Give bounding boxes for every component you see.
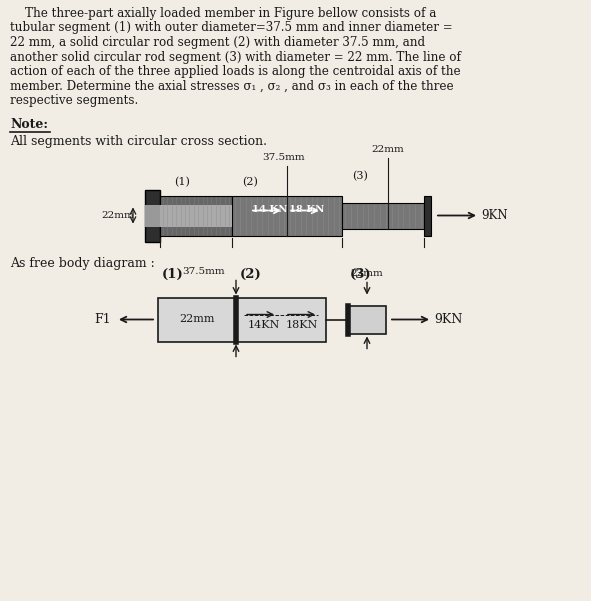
Text: As free body diagram :: As free body diagram :: [10, 257, 155, 270]
Text: (3): (3): [352, 171, 368, 181]
Text: 22mm: 22mm: [372, 145, 404, 154]
Bar: [145, 189, 160, 242]
Text: 9KN: 9KN: [481, 209, 508, 222]
Text: (1): (1): [162, 267, 184, 281]
Text: (2): (2): [240, 267, 262, 281]
Text: another solid circular rod segment (3) with diameter = 22 mm. The line of: another solid circular rod segment (3) w…: [10, 50, 461, 64]
Text: 22mm: 22mm: [101, 211, 134, 220]
Text: (2): (2): [242, 177, 258, 187]
Text: 9KN: 9KN: [434, 313, 462, 326]
Text: (3): (3): [350, 267, 372, 281]
Text: 18KN: 18KN: [286, 320, 319, 331]
Text: 22mm: 22mm: [350, 269, 384, 278]
Text: 14KN: 14KN: [248, 320, 280, 331]
Text: action of each of the three applied loads is along the centroidal axis of the: action of each of the three applied load…: [10, 65, 460, 78]
Text: Note:: Note:: [10, 118, 48, 132]
Bar: [145, 204, 160, 227]
Text: (1): (1): [174, 177, 190, 187]
Bar: [158, 297, 236, 341]
Bar: [232, 195, 342, 236]
Text: 14 KN: 14 KN: [252, 204, 287, 213]
Bar: [342, 203, 424, 228]
Bar: [424, 195, 431, 236]
Text: member. Determine the axial stresses σ₁ , σ₂ , and σ₃ in each of the three: member. Determine the axial stresses σ₁ …: [10, 79, 454, 93]
Bar: [236, 297, 326, 341]
Text: The three-part axially loaded member in Figure bellow consists of a: The three-part axially loaded member in …: [10, 7, 436, 20]
Text: respective segments.: respective segments.: [10, 94, 138, 107]
Bar: [160, 195, 232, 236]
Text: F1: F1: [94, 313, 111, 326]
Text: 37.5mm: 37.5mm: [262, 153, 306, 162]
Text: 37.5mm: 37.5mm: [182, 267, 225, 276]
Text: 18 KN: 18 KN: [289, 204, 324, 213]
Bar: [348, 305, 386, 334]
Text: 22 mm, a solid circular rod segment (2) with diameter 37.5 mm, and: 22 mm, a solid circular rod segment (2) …: [10, 36, 425, 49]
Text: 22mm: 22mm: [179, 314, 215, 325]
Bar: [160, 204, 232, 227]
Text: All segments with circular cross section.: All segments with circular cross section…: [10, 135, 267, 148]
Text: tubular segment (1) with outer diameter=37.5 mm and inner diameter =: tubular segment (1) with outer diameter=…: [10, 22, 453, 34]
